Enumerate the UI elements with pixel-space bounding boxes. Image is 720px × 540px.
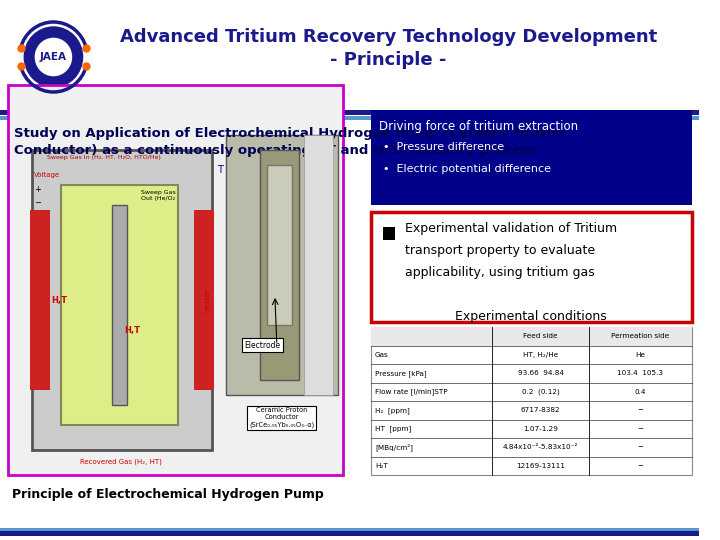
Text: Pressure [kPa]: Pressure [kPa] <box>375 370 426 376</box>
Text: Electrode: Electrode <box>244 341 280 349</box>
Text: HT, H₂/He: HT, H₂/He <box>523 352 558 357</box>
Circle shape <box>35 38 71 76</box>
Bar <box>0 110 699 115</box>
Text: applicability, using tritium gas: applicability, using tritium gas <box>405 266 595 279</box>
Bar <box>8 85 343 475</box>
Text: −: − <box>637 426 643 432</box>
Text: Study on Application of Electrochemical Hydrogen Pump (Ceramic Proton: Study on Application of Electrochemical … <box>14 127 564 140</box>
Text: Experimental validation of Tritium: Experimental validation of Tritium <box>405 222 617 235</box>
Text: Recovered Gas (H₂, HT): Recovered Gas (H₂, HT) <box>81 458 162 465</box>
Text: H,T: H,T <box>125 326 140 334</box>
Text: 103.4  105.3: 103.4 105.3 <box>617 370 663 376</box>
Text: Ceramic Proton
Conductor
(SrCe₀.₉₅Yb₀.₀₅O₃₋α): Ceramic Proton Conductor (SrCe₀.₉₅Yb₀.₀₅… <box>249 407 315 428</box>
Text: 6717-8382: 6717-8382 <box>521 407 560 413</box>
Text: Feed side: Feed side <box>523 333 558 339</box>
Bar <box>61 185 178 425</box>
Bar <box>371 212 692 322</box>
Text: H₂T: H₂T <box>375 463 387 469</box>
Bar <box>0 528 699 531</box>
Text: Sweep Gas
Out (He/O₂: Sweep Gas Out (He/O₂ <box>141 190 176 201</box>
Text: Voltage: Voltage <box>34 172 60 178</box>
Text: Principle of Electrochemical Hydrogen Pump: Principle of Electrochemical Hydrogen Pu… <box>12 488 323 501</box>
Text: 1.07-1.29: 1.07-1.29 <box>523 426 558 432</box>
Circle shape <box>24 27 83 87</box>
Bar <box>371 327 692 346</box>
Text: - Principle -: - Principle - <box>330 51 446 69</box>
Text: Experimental conditions: Experimental conditions <box>456 310 607 323</box>
Text: 0.4: 0.4 <box>634 389 646 395</box>
Text: T: T <box>217 165 222 175</box>
Text: Driving force of tritium extraction: Driving force of tritium extraction <box>379 120 578 133</box>
Text: HT  [ppm]: HT [ppm] <box>375 426 411 432</box>
Text: H₂  [ppm]: H₂ [ppm] <box>375 407 410 414</box>
Text: −: − <box>34 198 41 207</box>
Text: •  Electric potential difference: • Electric potential difference <box>383 164 551 174</box>
Text: 4.84x10⁻²-5.83x10⁻²: 4.84x10⁻²-5.83x10⁻² <box>503 444 578 450</box>
Bar <box>32 150 212 450</box>
Bar <box>371 327 692 475</box>
Text: Gas: Gas <box>375 352 389 357</box>
Text: Permeation side: Permeation side <box>611 333 670 339</box>
Text: Sweep Gas In (H₂, HT, H₂O, HTO/He): Sweep Gas In (H₂, HT, H₂O, HTO/He) <box>47 155 161 160</box>
Text: −: − <box>637 463 643 469</box>
Bar <box>0 0 699 110</box>
Bar <box>371 110 692 205</box>
Text: Advanced Tritium Recovery Technology Development: Advanced Tritium Recovery Technology Dev… <box>120 28 657 46</box>
Text: transport property to evaluate: transport property to evaluate <box>405 244 595 257</box>
Bar <box>261 150 300 380</box>
Text: H,T: H,T <box>52 295 68 305</box>
Bar <box>226 135 338 395</box>
Bar <box>30 210 50 390</box>
Text: 12169-13111: 12169-13111 <box>516 463 565 469</box>
Text: 93.66  94.84: 93.66 94.84 <box>518 370 564 376</box>
Bar <box>383 227 395 240</box>
Text: +: + <box>34 185 41 194</box>
Text: •  Pressure difference: • Pressure difference <box>383 142 504 152</box>
Bar <box>0 116 699 120</box>
Text: He: He <box>635 352 645 357</box>
Text: −: − <box>637 444 643 450</box>
Bar <box>304 135 333 395</box>
Text: Flow rate [l/min]STP: Flow rate [l/min]STP <box>375 388 448 395</box>
Bar <box>0 531 699 536</box>
Text: 0.2  (0.12): 0.2 (0.12) <box>522 388 559 395</box>
Text: Heater: Heater <box>204 288 210 312</box>
Bar <box>112 205 127 405</box>
Bar <box>267 165 292 325</box>
Text: [MBq/cm²]: [MBq/cm²] <box>375 443 413 451</box>
Text: Conductor) as a continuously operating HT and HTO recovery process: Conductor) as a continuously operating H… <box>14 144 537 157</box>
Text: JAEA: JAEA <box>40 52 67 62</box>
Text: −: − <box>637 407 643 413</box>
Bar <box>194 210 214 390</box>
